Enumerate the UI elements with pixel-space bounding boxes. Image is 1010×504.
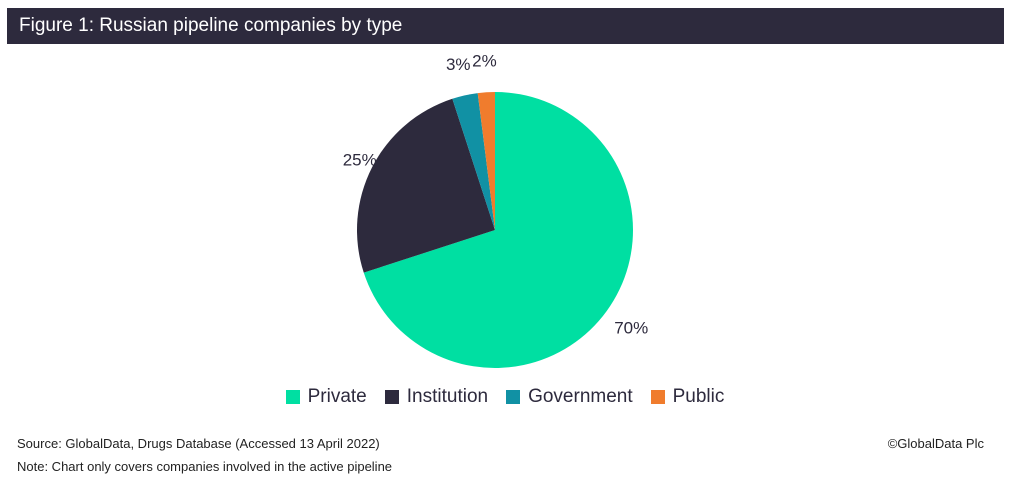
pie-slice-public — [477, 92, 495, 230]
legend-item-institution: Institution — [384, 386, 489, 408]
copyright-text: ©GlobalData Plc — [887, 436, 984, 451]
source-text: Source: GlobalData, Drugs Database (Acce… — [17, 436, 380, 451]
legend-label-government: Government — [528, 386, 633, 407]
figure-title: Figure 1: Russian pipeline companies by … — [7, 8, 1004, 44]
data-label-private: 70% — [614, 318, 648, 337]
data-label-government: 3% — [446, 55, 471, 74]
legend: Private Institution Government Public — [0, 386, 1010, 408]
legend-item-private: Private — [285, 386, 367, 408]
pie-slice-government — [452, 93, 495, 231]
pie-slice-private — [363, 92, 633, 369]
note-text: Note: Chart only covers companies involv… — [17, 459, 393, 474]
legend-item-public: Public — [650, 386, 725, 408]
legend-swatch-government — [506, 390, 521, 404]
legend-item-government: Government — [506, 386, 633, 408]
pie-slice-institution — [357, 98, 495, 273]
pie-data-labels: 70% 25% 3% 2% — [343, 51, 648, 337]
data-label-public: 2% — [472, 51, 497, 70]
legend-swatch-public — [650, 390, 665, 404]
legend-label-institution: Institution — [406, 386, 489, 407]
pie-slices — [357, 92, 633, 369]
legend-label-public: Public — [672, 386, 725, 407]
legend-swatch-institution — [384, 390, 399, 404]
data-label-institution: 25% — [343, 151, 377, 170]
legend-label-private: Private — [307, 386, 367, 407]
pie-chart: 70% 25% 3% 2% — [343, 51, 648, 369]
legend-swatch-private — [285, 390, 300, 404]
